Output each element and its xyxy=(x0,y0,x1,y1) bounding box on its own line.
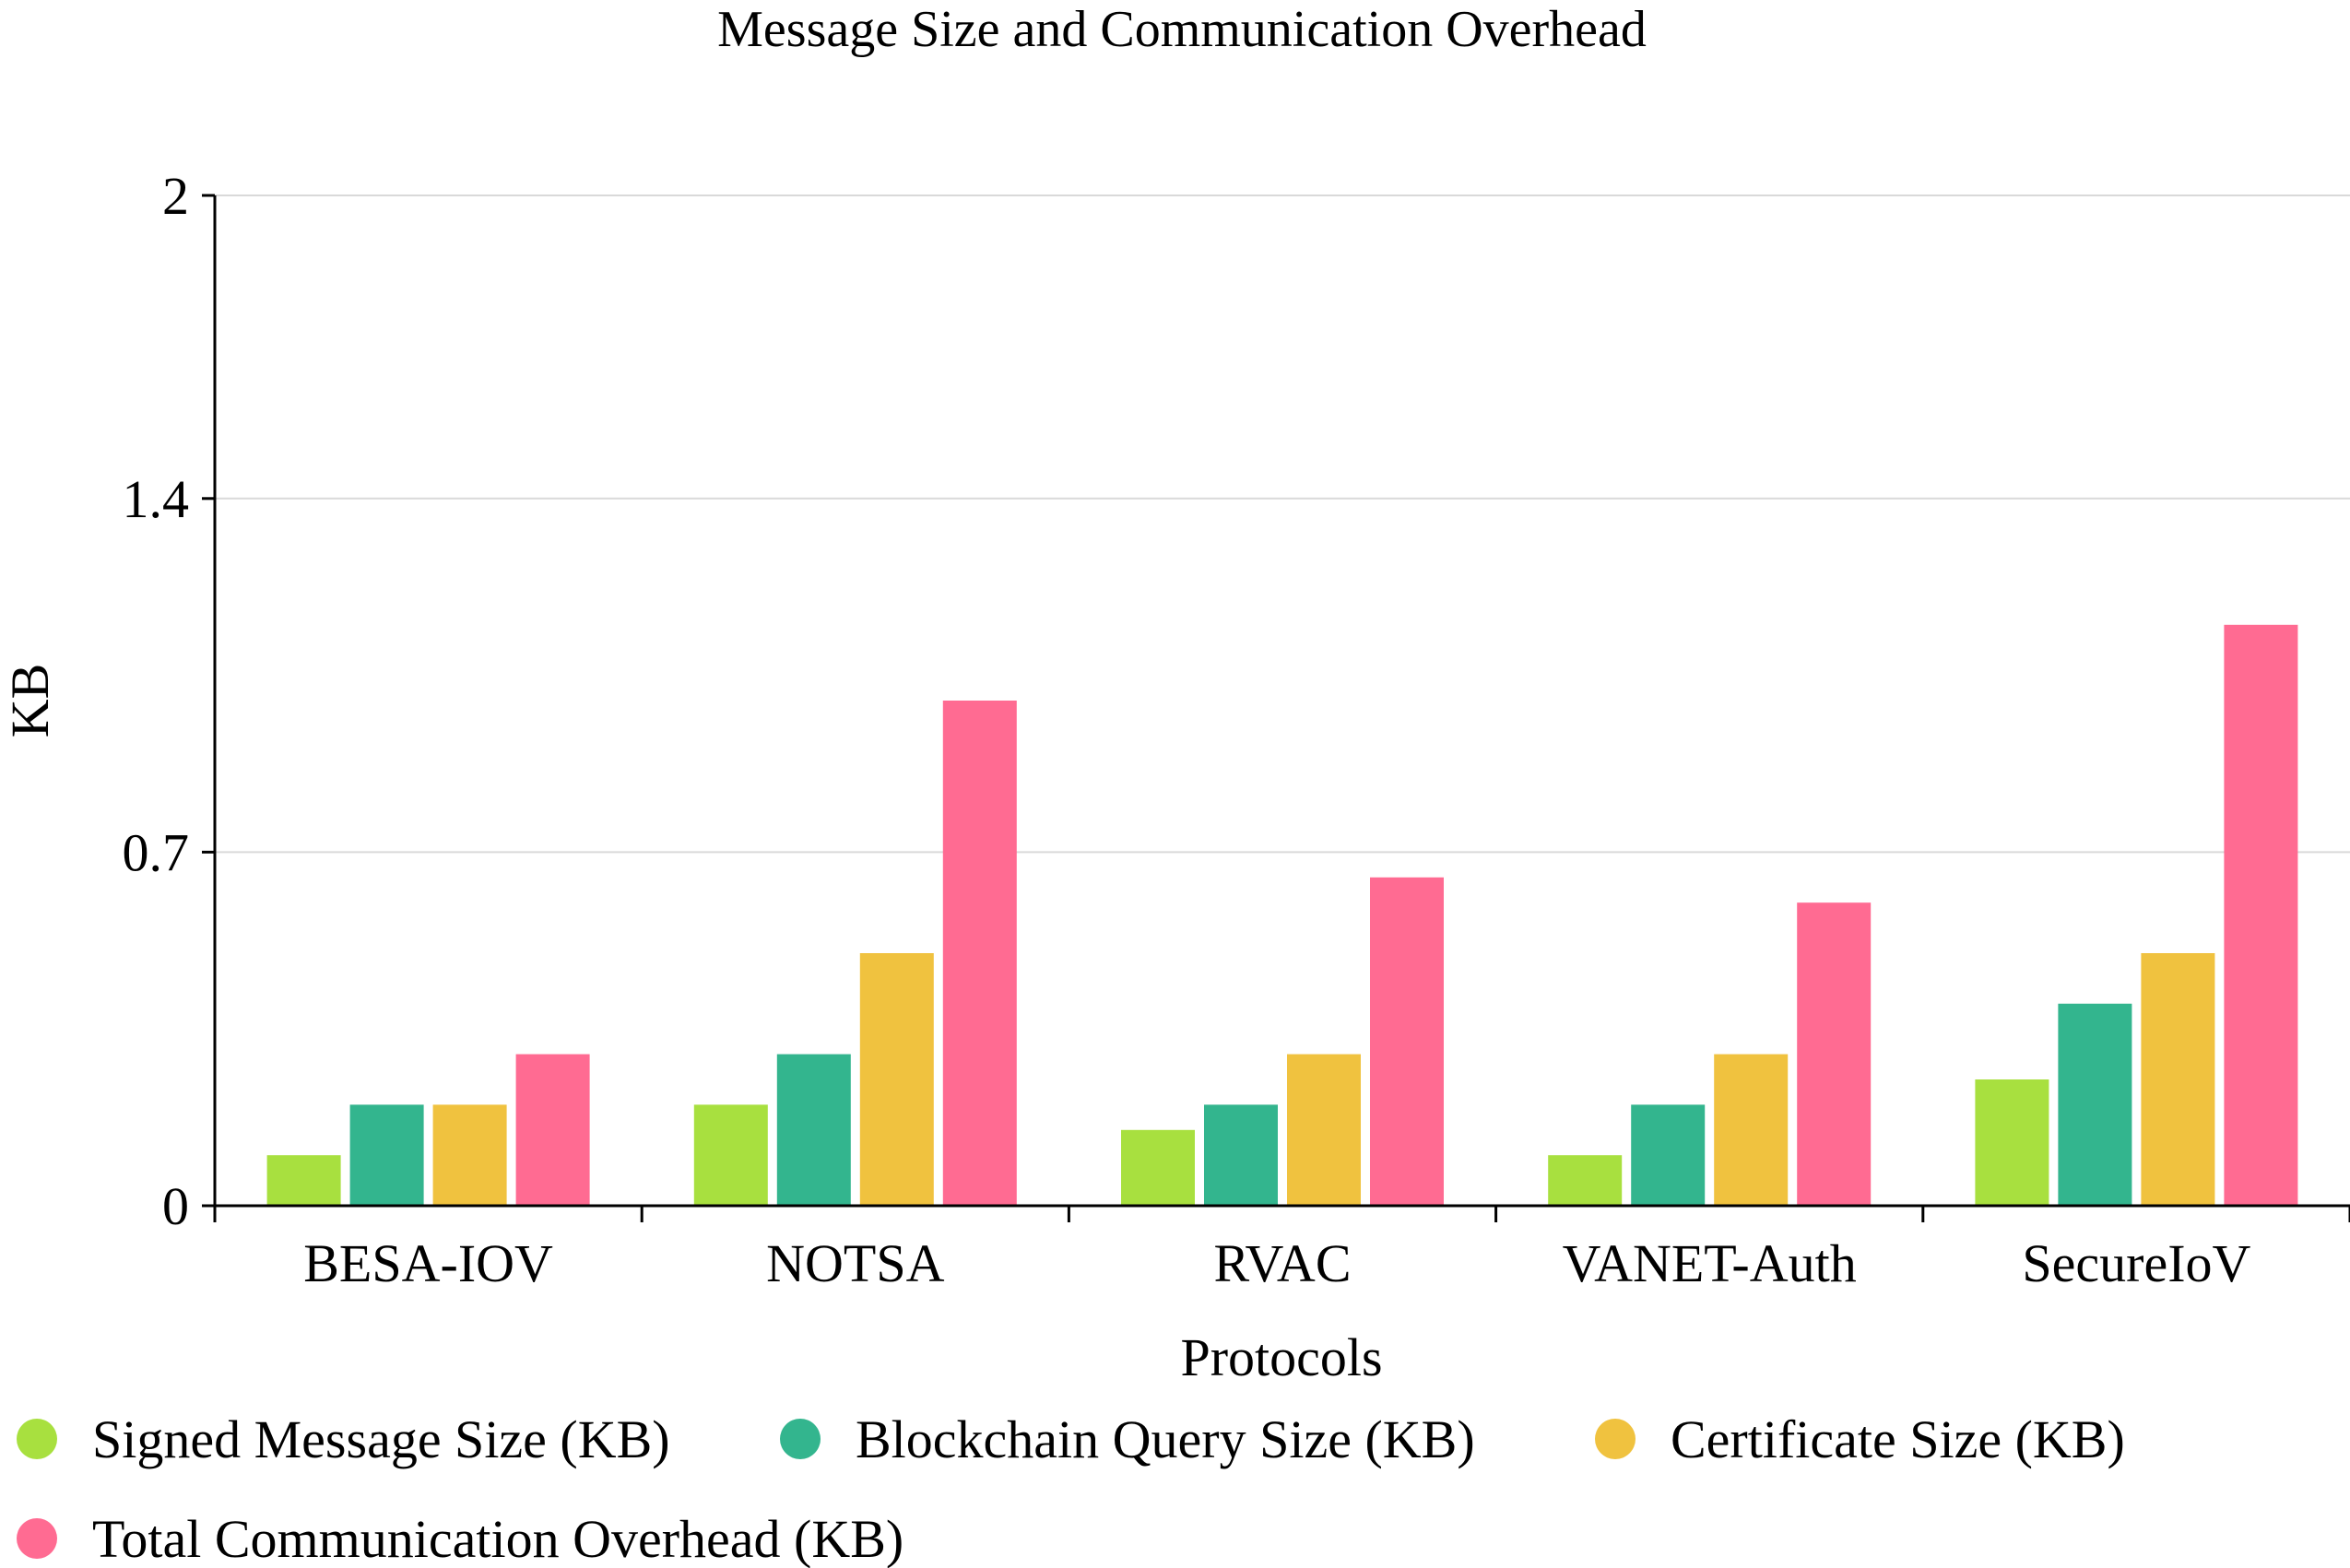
bar xyxy=(1975,1079,2049,1206)
x-axis-title: Protocols xyxy=(1180,1327,1382,1387)
bar xyxy=(1204,1104,1278,1206)
x-tick-label: VANET-Auth xyxy=(1563,1233,1857,1293)
bar xyxy=(2141,953,2215,1206)
bar xyxy=(859,953,934,1206)
bar xyxy=(1370,877,1444,1206)
bar xyxy=(1548,1155,1623,1206)
y-tick-label: 2 xyxy=(162,166,189,226)
bar xyxy=(432,1104,507,1206)
legend-label: Blockchain Query Size (KB) xyxy=(856,1409,1475,1469)
bar xyxy=(515,1054,590,1206)
y-tick-label: 0 xyxy=(162,1176,189,1236)
x-axis-ticks: BESA-IOV NOTSA RVAC VANET-Auth SecureIoV xyxy=(213,1206,2350,1293)
legend-marker xyxy=(17,1419,57,1459)
legend-marker xyxy=(17,1518,57,1559)
bar xyxy=(693,1104,768,1206)
bar xyxy=(2058,1003,2132,1206)
bar xyxy=(1714,1054,1789,1206)
bar xyxy=(1631,1104,1706,1206)
gridlines xyxy=(215,195,2350,854)
x-tick-label: SecureIoV xyxy=(2022,1233,2250,1293)
chart-title: Message Size and Communication Overhead xyxy=(717,1,1647,58)
legend-label: Signed Message Size (KB) xyxy=(92,1409,670,1469)
bar xyxy=(349,1104,424,1206)
legend-marker xyxy=(1595,1419,1636,1459)
bar xyxy=(266,1155,341,1206)
bar xyxy=(2224,624,2298,1206)
bar xyxy=(1797,902,1872,1206)
x-tick-label: RVAC xyxy=(1213,1233,1351,1293)
bar xyxy=(1121,1129,1195,1206)
x-tick-label: BESA-IOV xyxy=(303,1233,553,1293)
legend-label: Certificate Size (KB) xyxy=(1671,1409,2125,1469)
y-axis-ticks: 0 0.7 1.4 2 xyxy=(123,166,215,1236)
y-tick-label: 1.4 xyxy=(123,469,190,529)
bar xyxy=(942,701,1017,1206)
x-tick-label: NOTSA xyxy=(766,1233,944,1293)
bars xyxy=(266,624,2298,1206)
legend-marker xyxy=(780,1419,821,1459)
legend: Signed Message Size (KB) Blockchain Query… xyxy=(17,1409,2125,1568)
bar xyxy=(1287,1054,1361,1206)
y-axis-title: KB xyxy=(0,664,60,738)
bar xyxy=(776,1054,851,1206)
y-tick-label: 0.7 xyxy=(123,822,190,882)
legend-label: Total Communication Overhead (KB) xyxy=(92,1509,903,1568)
